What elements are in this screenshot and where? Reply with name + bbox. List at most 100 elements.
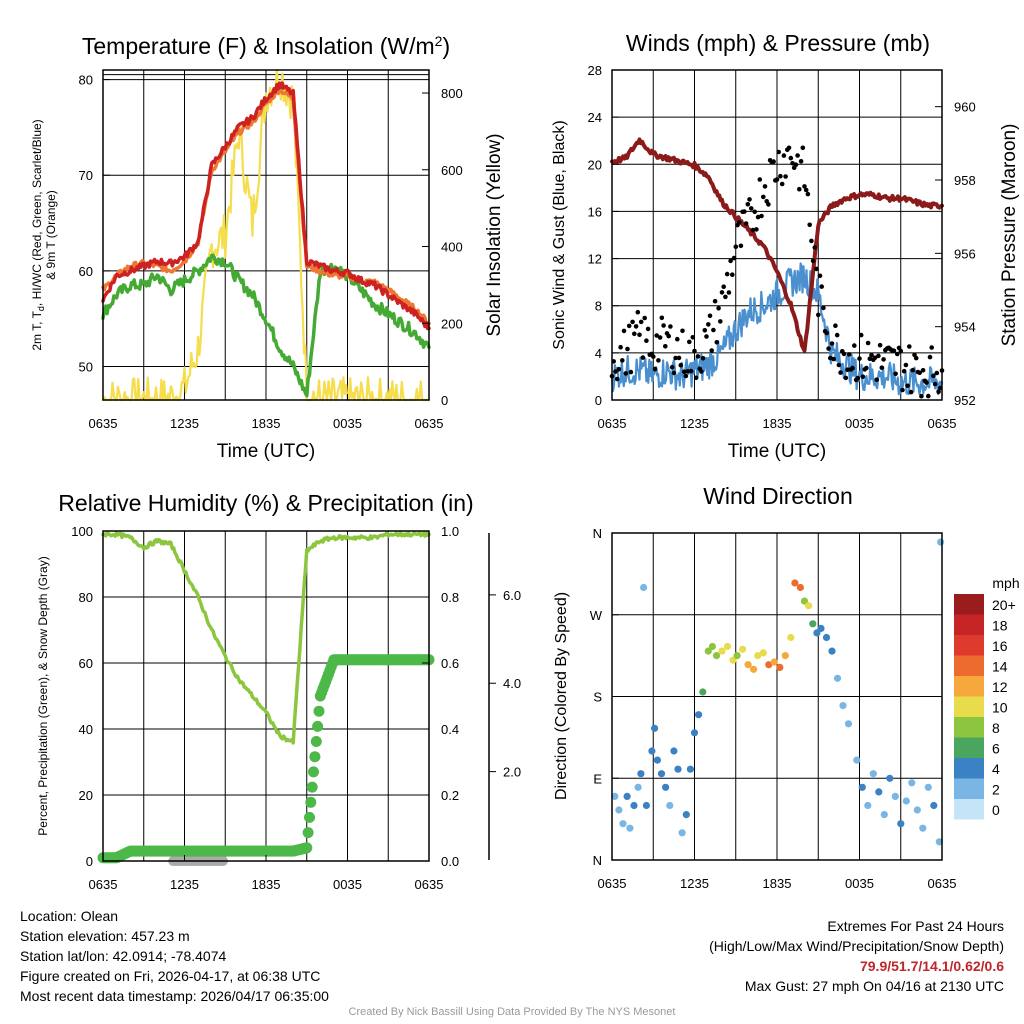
direction-point [739,645,747,653]
gust-point [652,366,658,372]
legend-label: 4 [992,761,1000,777]
humidity-axis-ticks: 0635 1235 1835 0035 0635 0 20 40 60 80 100 0.0 0.2 0.… [71,524,521,892]
humidity-title: Relative Humidity (%) & Precipitation (i… [58,490,473,516]
y-tick-label: W [590,608,603,623]
gust-point [632,331,637,337]
gust-point [687,339,692,345]
gust-point [661,323,666,328]
gust-point [642,315,647,321]
y-tick-label: 100 [71,524,93,539]
direction-point [642,801,651,810]
gust-point [738,243,744,249]
direction-point [858,783,866,791]
gust-point [779,181,785,187]
direction-point [796,583,805,592]
gust-point [778,173,783,179]
direction-point [708,642,717,651]
gust-point [699,369,704,374]
gust-point [685,369,690,374]
direction-point [937,538,945,546]
gust-point [907,344,912,349]
gust-point [908,389,914,395]
direction-point [648,747,656,755]
credit-line: Created By Nick Bassill Using Data Provi… [348,1006,676,1018]
precip-point [302,827,314,839]
direction-point [690,729,699,737]
gust-point [893,371,898,377]
direction-point [880,811,888,819]
station-info: Location: Olean Station elevation: 457.2… [20,906,329,1006]
direction-point [623,792,631,801]
precip-point [312,720,324,732]
gust-point [788,155,794,161]
direction-point [864,801,872,810]
gust-point [800,145,806,151]
gust-point [745,202,751,207]
direction-point [744,661,752,669]
y-tick-label: E [593,771,602,786]
gust-point [819,284,824,289]
gust-point [620,358,625,363]
direction-point [718,647,726,655]
y2-tick-label: 200 [441,316,463,331]
direction-point [787,633,795,642]
gust-point [711,327,716,333]
gust-point [651,354,656,359]
gust-point [762,184,768,189]
gust-point [695,354,701,359]
gust-point [858,332,864,338]
gust-point [681,369,687,375]
gust-point [809,238,814,244]
direction-point [626,824,634,832]
direction-point [651,724,659,732]
y2-tick-label: 600 [441,163,463,178]
gust-point [623,371,629,376]
humidity-ylabel: Percent, Precipitation (Green), & Snow D… [36,556,50,835]
direction-point [875,788,883,796]
y-tick-label: 16 [588,204,602,219]
gust-point [626,323,632,329]
y2-tick-label: 0.4 [441,722,459,737]
direction-point [637,770,645,778]
dewpoint-line [101,253,431,398]
gust-point [781,153,787,158]
x-tick-label: 0635 [598,876,627,891]
gust-point [805,191,811,197]
gust-point [821,305,826,311]
temp-2m-line [101,81,431,331]
y-tick-label: 70 [79,168,93,183]
y-tick-label: 24 [588,110,602,125]
precip-point [304,811,315,823]
gust-point [826,346,831,351]
direction-point [886,774,894,782]
direction-panel: Wind Direction 0635 1235 1835 0035 0635 N E S W N… [553,483,1020,891]
y-tick-label: 80 [79,73,93,88]
direction-point [853,756,861,764]
direction-point [908,779,916,787]
gust-point [857,356,862,361]
y2-tick-label: 0.6 [441,656,459,671]
winds-axis-ticks: 0635 1235 1835 0035 0635 0 4 8 12 16 20 24 28 952 954 9… [588,63,976,431]
gust-point [874,377,879,383]
y-tick-label: 20 [79,788,93,803]
direction-points [611,538,945,846]
x-tick-label: 1835 [252,416,281,431]
gust-point [869,352,874,358]
gust-point [616,366,622,372]
figure-created: Figure created on Fri, 2026-04-17, at 06… [20,968,321,984]
gust-point [633,324,639,329]
temperature-ylabel-line1: 2m T, Td, HI/WC (Red, Green, Scarlet/Blu… [30,119,46,350]
gust-point [900,387,905,393]
gust-point [843,375,849,381]
y2-tick-label: 954 [954,320,976,335]
direction-ylabel: Direction (Colored By Speed) [553,592,570,800]
direction-point [704,647,712,655]
speed-legend: 20+ 18 16 14 12 10 8 6 4 2 0 [954,594,1016,820]
direction-point [657,770,666,778]
legend-swatch [954,614,984,635]
gust-point [618,344,623,350]
y-tick-label: 8 [595,299,602,314]
gust-point [766,202,771,207]
legend-label: 20+ [992,597,1016,613]
